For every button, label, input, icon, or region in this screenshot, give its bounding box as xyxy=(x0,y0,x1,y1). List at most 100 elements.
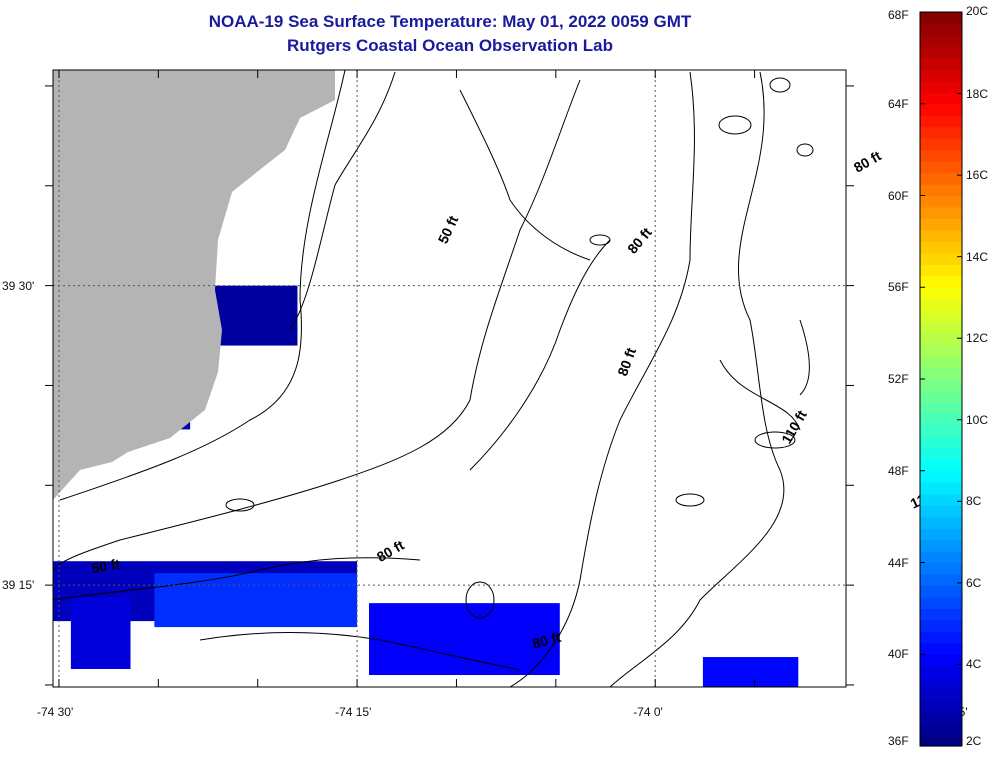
colorbar-cell xyxy=(920,275,962,288)
colorbar-cell xyxy=(920,161,962,174)
colorbar-celsius-label: 12C xyxy=(966,331,989,346)
colorbar-celsius-label: 18C xyxy=(966,86,989,101)
contour-label: 80 ft xyxy=(531,629,563,652)
colorbar-fahrenheit-label: 36F xyxy=(888,734,909,748)
colorbar-cell xyxy=(920,310,962,323)
colorbar-cell xyxy=(920,711,962,724)
colorbar-cell xyxy=(920,562,962,575)
colorbar-scale xyxy=(920,12,962,747)
colorbar-cell xyxy=(920,12,962,25)
x-tick-label: -74 15' xyxy=(335,705,372,719)
land-mask xyxy=(53,70,335,500)
colorbar-cell xyxy=(920,298,962,311)
colorbar-cell xyxy=(920,321,962,334)
colorbar-celsius-label: 4C xyxy=(966,657,982,672)
colorbar-cell xyxy=(920,138,962,151)
colorbar-cell xyxy=(920,551,962,564)
colorbar-cell xyxy=(920,264,962,277)
colorbar-celsius-label: 10C xyxy=(966,412,989,427)
colorbar-cell xyxy=(920,252,962,265)
colorbar-cell xyxy=(920,677,962,690)
colorbar-cell xyxy=(920,573,962,587)
colorbar-cell xyxy=(920,459,962,472)
colorbar-cell xyxy=(920,92,962,105)
colorbar-celsius-label: 20C xyxy=(966,4,989,18)
colorbar-cell xyxy=(920,734,962,747)
colorbar-cell xyxy=(920,619,962,632)
colorbar-cell xyxy=(920,229,962,242)
colorbar-cell xyxy=(920,356,962,369)
bathymetry-contours xyxy=(53,70,814,687)
colorbar-fahrenheit-label: 44F xyxy=(888,555,909,570)
colorbar-cell xyxy=(920,401,962,415)
sst-patch xyxy=(154,573,358,628)
colorbar-cell xyxy=(920,23,962,36)
colorbar-cell xyxy=(920,80,962,93)
colorbar-cell xyxy=(920,184,962,197)
colorbar-cell xyxy=(920,57,962,70)
colorbar-cell xyxy=(920,241,962,254)
colorbar-cell xyxy=(920,126,962,139)
colorbar-cell xyxy=(920,344,962,357)
colorbar-fahrenheit-label: 60F xyxy=(888,188,909,203)
axis-ticks xyxy=(45,70,854,687)
colorbar-cell xyxy=(920,539,962,552)
sst-patch xyxy=(369,603,560,676)
colorbar-cell xyxy=(920,505,962,518)
sst-patch xyxy=(702,657,799,687)
colorbar-cell xyxy=(920,482,962,495)
colorbar-fahrenheit-label: 64F xyxy=(888,96,909,111)
colorbar-cell xyxy=(920,700,962,713)
colorbar-celsius-label: 14C xyxy=(966,249,989,264)
colorbar-cell xyxy=(920,103,962,116)
colorbar-cell xyxy=(920,390,962,403)
colorbar-cell xyxy=(920,642,962,655)
colorbar-cell xyxy=(920,585,962,598)
y-tick-label: 39 15' xyxy=(2,578,35,593)
colorbar-cell xyxy=(920,528,962,541)
colorbar-cell xyxy=(920,333,962,346)
map-title: NOAA-19 Sea Surface Temperature: May 01,… xyxy=(208,12,692,31)
colorbar-fahrenheit-label: 52F xyxy=(888,372,909,386)
colorbar-cell xyxy=(920,206,962,220)
colorbar-fahrenheit-label: 56F xyxy=(888,280,909,295)
colorbar-cell xyxy=(920,367,962,380)
colorbar-fahrenheit-label: 48F xyxy=(888,463,909,478)
colorbar-cell xyxy=(920,413,962,426)
colorbar-cell xyxy=(920,287,962,300)
colorbar-fahrenheit-label: 68F xyxy=(888,8,909,22)
colorbar-cell xyxy=(920,688,962,701)
colorbar-cell xyxy=(920,172,962,185)
x-tick-label: -74 30' xyxy=(36,705,74,719)
colorbar-fahrenheit-label: 40F xyxy=(888,647,909,662)
y-tick-label: 39 30' xyxy=(2,278,35,293)
colorbar-cell xyxy=(920,218,962,231)
colorbar-cell xyxy=(920,608,962,621)
contour-label: 50 ft xyxy=(90,555,121,576)
colorbar-cell xyxy=(920,723,962,736)
colorbar-cell xyxy=(920,115,962,128)
colorbar-cell xyxy=(920,149,962,162)
map-frame xyxy=(52,69,847,688)
map-subtitle: Rutgers Coastal Ocean Observation Lab xyxy=(287,36,613,55)
colorbar-celsius-label: 6C xyxy=(966,575,982,590)
colorbar-cell xyxy=(920,447,962,460)
x-tick-label: -74 0' xyxy=(633,705,663,719)
colorbar-cell xyxy=(920,654,962,667)
colorbar-cell xyxy=(920,665,962,678)
colorbar-celsius-label: 8C xyxy=(966,494,982,509)
colorbar-cell xyxy=(920,596,962,609)
colorbar-cell xyxy=(920,195,962,208)
graticule xyxy=(53,70,954,687)
colorbar-cell xyxy=(920,516,962,529)
colorbar-celsius-label: 2C xyxy=(966,734,982,748)
colorbar-cell xyxy=(920,493,962,506)
colorbar-ticks xyxy=(920,11,962,747)
sst-patch xyxy=(70,597,131,670)
colorbar-cell xyxy=(920,436,962,449)
colorbar-celsius-label: 16C xyxy=(966,168,989,183)
colorbar-cell xyxy=(920,631,962,644)
colorbar-cell xyxy=(920,69,962,82)
